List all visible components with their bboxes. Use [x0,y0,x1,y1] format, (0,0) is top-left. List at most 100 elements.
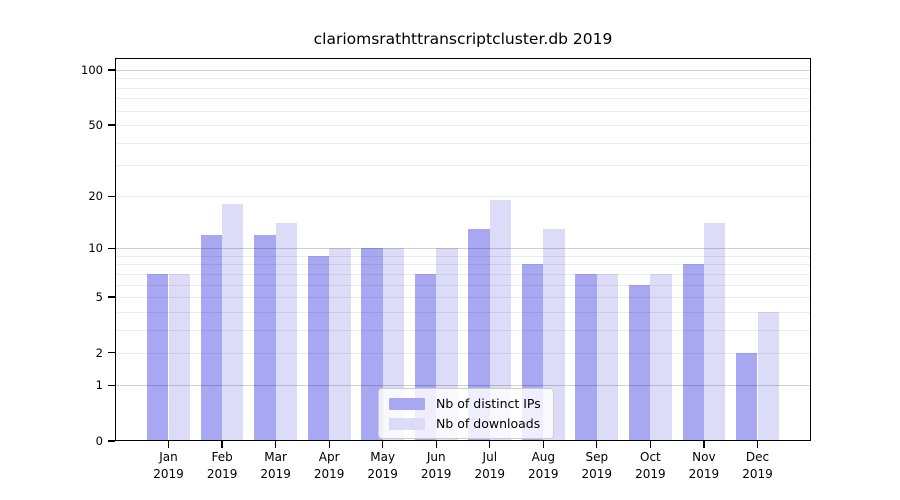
y-gridline-minor-70 [115,98,811,100]
bar-nb-of-downloads-jul [489,200,512,441]
x-tick-label-apr-year: 2019 [313,467,345,481]
x-tick-label-dec-month: Dec [745,450,770,464]
y-tick-label-1: 1 [95,378,103,393]
bar-nb-of-downloads-mar [275,223,297,441]
x-tick-label-feb: Feb 2019 [194,449,250,483]
x-tick-label-may-year: 2019 [367,467,398,481]
y-tick-label-5: 5 [95,290,103,304]
y-gridline-minor-30 [115,164,811,166]
x-tick-label-aug-year: 2019 [528,467,559,481]
x-tick-label-feb-year: 2019 [206,467,238,481]
y-tick-10 [107,247,115,249]
x-tick-label-jan-year: 2019 [153,467,184,481]
y-tick-label-10: 10 [88,241,103,256]
x-tick-label-jun-year: 2019 [420,467,452,481]
bar-nb-of-downloads-jan [168,273,190,441]
bar-nb-of-distinct-ips-nov [682,264,704,441]
bar-nb-of-downloads-oct [650,273,672,441]
x-tick-label-nov-year: 2019 [688,467,720,481]
legend-label-nb-of-downloads: Nb of downloads [436,416,541,431]
x-tick-label-oct-month: Oct [640,450,661,464]
x-tick-label-sep-month: Sep [585,450,609,464]
x-tick-nov [703,441,705,448]
legend-swatch-nb-of-distinct-ips [389,397,425,410]
x-tick-oct [649,441,651,448]
x-tick-jan [167,441,170,448]
x-tick-label-may: May 2019 [355,449,411,483]
legend-label-nb-of-distinct-ips: Nb of distinct IPs [436,396,541,411]
y-gridline-minor-3 [115,329,811,331]
y-tick-100 [107,69,115,71]
bar-nb-of-distinct-ips-apr [307,255,330,441]
x-tick-label-mar: Mar 2019 [248,449,304,483]
x-tick-label-jun-month: Jun [426,450,446,464]
y-gridline-minor-4 [115,311,811,313]
y-gridline-major-100 [115,70,811,71]
bar-nb-of-downloads-nov [703,223,726,441]
x-tick-jul [489,441,491,448]
bar-nb-of-downloads-sep [596,273,619,441]
x-tick-label-nov: Nov 2019 [676,449,732,483]
bar-nb-of-distinct-ips-dec [736,352,758,441]
bar-nb-of-distinct-ips-mar [254,234,276,441]
y-tick-label-50: 50 [88,117,103,132]
chart-title: clariomsrathttranscriptcluster.db 2019 [313,30,613,48]
x-tick-label-feb-month: Feb [211,450,233,464]
bar-nb-of-distinct-ips-feb [200,234,223,441]
y-tick-20 [107,195,115,197]
bar-nb-of-downloads-apr [329,248,351,441]
y-tick-label-2: 2 [95,345,103,360]
x-tick-label-aug: Aug 2019 [515,449,571,483]
y-gridline-minor-5 [115,297,811,298]
plot-frame [115,57,811,441]
x-tick-label-jan-month: Jan [159,450,178,464]
legend-item-nb-of-distinct-ips: Nb of distinct IPs [389,396,541,411]
y-gridline-minor-80 [115,87,811,89]
y-tick-2 [107,352,115,354]
x-tick-label-apr-month: Apr [318,450,340,464]
bar-nb-of-distinct-ips-jan [147,273,169,441]
x-tick-label-oct-year: 2019 [635,467,666,481]
x-tick-label-jul-month: Jul [482,450,498,464]
x-tick-label-jan: Jan 2019 [141,449,197,483]
y-tick-1 [107,384,115,386]
plot-area: Nb of distinct IPs Nb of downloads [115,57,811,442]
x-tick-label-oct: Oct 2019 [622,449,678,483]
x-tick-label-mar-month: Mar [264,450,287,464]
x-tick-label-mar-year: 2019 [260,467,291,481]
y-gridline-minor-6 [115,284,811,286]
bar-nb-of-downloads-dec [757,311,779,441]
x-tick-feb [221,441,223,448]
y-tick-0 [107,440,115,442]
y-tick-50 [107,124,115,126]
x-tick-aug [542,441,544,448]
x-tick-sep [596,441,598,448]
x-tick-label-aug-month: Aug [531,450,556,464]
x-tick-label-jul: Jul 2019 [462,449,518,483]
bar-nb-of-downloads-feb [222,204,244,441]
x-tick-mar [275,441,277,448]
bar-nb-of-downloads-aug [543,228,565,441]
y-tick-label-0: 0 [95,434,103,448]
bar-nb-of-distinct-ips-may [361,248,383,441]
y-gridline-major-10 [115,248,811,250]
y-gridline-minor-7 [115,273,811,275]
y-gridline-minor-20 [115,196,811,198]
x-tick-label-sep: Sep 2019 [569,449,625,483]
y-gridline-minor-50 [115,124,811,126]
x-tick-label-jun: Jun 2019 [408,449,464,483]
y-tick-label-20: 20 [88,189,103,204]
x-tick-label-may-month: May [370,450,396,464]
x-tick-label-jul-year: 2019 [474,467,506,481]
x-tick-label-dec: Dec 2019 [730,449,786,483]
bar-nb-of-distinct-ips-sep [575,273,597,441]
x-tick-label-sep-year: 2019 [581,467,613,481]
bar-nb-of-distinct-ips-jul [468,228,490,441]
y-tick-label-100: 100 [81,63,103,77]
x-tick-jun [435,441,437,448]
y-gridline-minor-8 [115,264,811,266]
legend: Nb of distinct IPs Nb of downloads [378,388,554,439]
x-tick-label-dec-year: 2019 [742,467,773,481]
gridlines-layer [115,58,811,442]
